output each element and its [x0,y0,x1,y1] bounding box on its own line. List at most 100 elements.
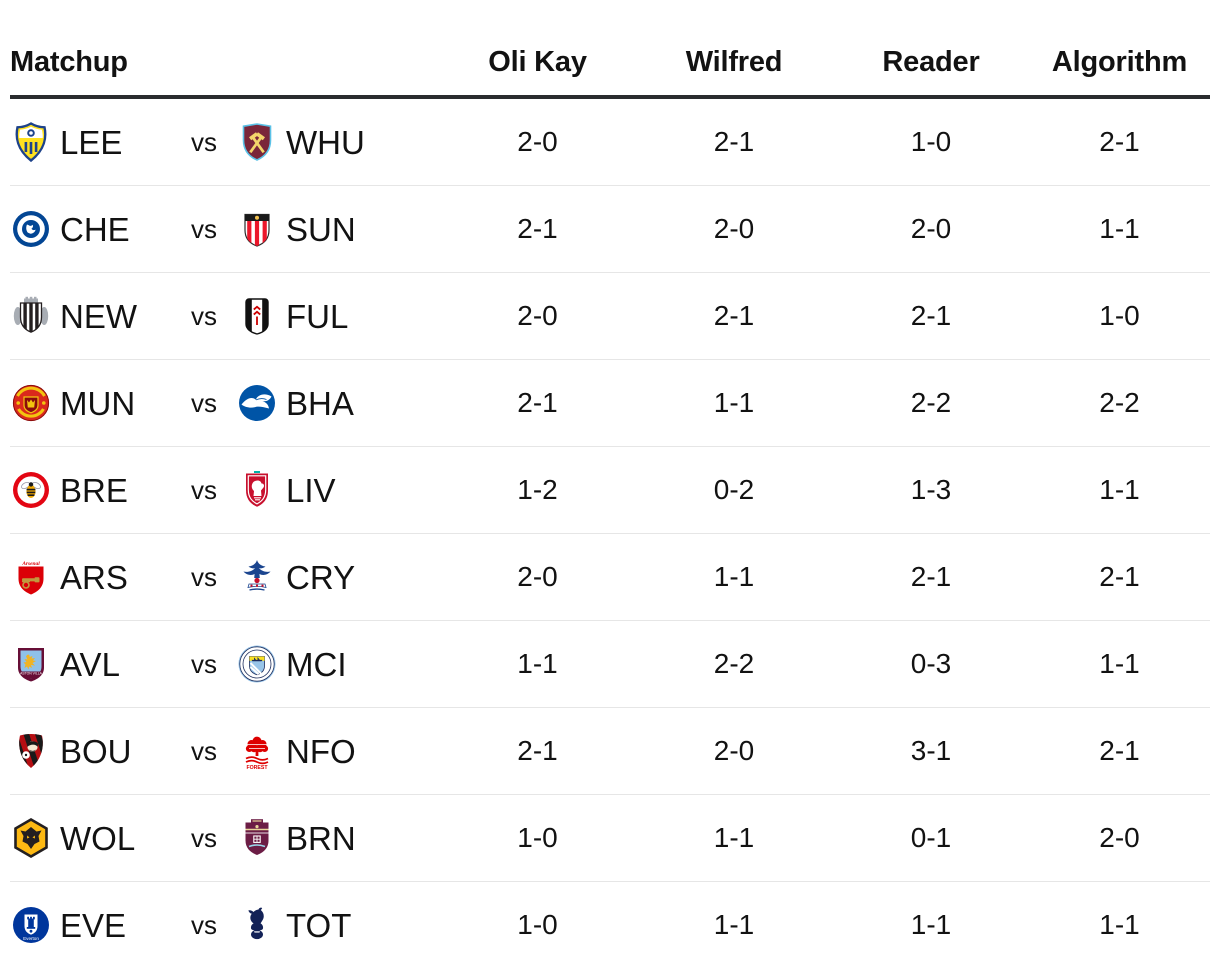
prediction-score: 2-0 [440,97,635,186]
away-team: MCI [237,644,347,684]
column-header-algorithm: Algorithm [1029,0,1210,97]
prediction-score: 2-0 [635,186,833,273]
arsenal-crest-icon: Arsenal [11,557,51,597]
prediction-score: 0-2 [635,447,833,534]
away-team-abbr: WHU [286,126,365,159]
home-team: BRE [11,470,171,510]
matchup: MUN vs BHA [11,383,439,423]
prediction-score: 1-1 [635,795,833,882]
prediction-score: 1-1 [635,360,833,447]
prediction-score: 2-1 [440,360,635,447]
prediction-score: 2-2 [635,621,833,708]
everton-crest-icon: Everton [11,905,51,945]
away-team-abbr: SUN [286,213,356,246]
vs-label: vs [171,823,237,854]
west-ham-crest-icon [237,122,277,162]
prediction-score: 0-3 [833,621,1029,708]
matchup-cell: WOL vs BRN [10,795,440,882]
prediction-score: 1-1 [833,882,1029,968]
home-team: Everton EVE [11,905,171,945]
matchup-cell: Everton EVE vs TOT [10,882,440,968]
home-team-abbr: MUN [60,387,135,420]
prediction-score: 2-1 [833,273,1029,360]
prediction-score: 1-0 [1029,273,1210,360]
prediction-score: 1-1 [635,534,833,621]
prediction-score: 2-1 [1029,534,1210,621]
home-team-abbr: NEW [60,300,137,333]
prediction-score: 1-0 [440,882,635,968]
home-team-abbr: AVL [60,648,120,681]
prediction-score: 1-0 [833,97,1029,186]
crystal-palace-crest-icon [237,557,277,597]
prediction-score: 1-0 [440,795,635,882]
vs-label: vs [171,562,237,593]
vs-label: vs [171,649,237,680]
vs-label: vs [171,388,237,419]
away-team-abbr: FUL [286,300,348,333]
away-team: BRN [237,818,356,858]
away-team: BHA [237,383,354,423]
column-header-oli-kay: Oli Kay [440,0,635,97]
vs-label: vs [171,475,237,506]
predictions-table: Matchup Oli Kay Wilfred Reader Algorithm… [10,0,1210,968]
prediction-score: 1-1 [1029,882,1210,968]
away-team-abbr: BHA [286,387,354,420]
table-header-row: Matchup Oli Kay Wilfred Reader Algorithm [10,0,1210,97]
away-team-abbr: LIV [286,474,336,507]
matchup: Everton EVE vs TOT [11,905,439,945]
sunderland-crest-icon [237,209,277,249]
home-team: MUN [11,383,171,423]
home-team-abbr: ARS [60,561,128,594]
tottenham-crest-icon [237,905,277,945]
prediction-score: 1-2 [440,447,635,534]
away-team-abbr: CRY [286,561,355,594]
home-team: WOL [11,818,171,858]
prediction-score: 2-0 [635,708,833,795]
fulham-crest-icon [237,296,277,336]
away-team-abbr: BRN [286,822,356,855]
prediction-score: 2-1 [440,708,635,795]
brighton-crest-icon [237,383,277,423]
home-team: Arsenal ARS [11,557,171,597]
nottingham-forest-crest-icon: FOREST [237,731,277,771]
prediction-score: 2-1 [635,97,833,186]
bournemouth-crest-icon [11,731,51,771]
prediction-score: 1-1 [1029,186,1210,273]
prediction-score: 2-1 [833,534,1029,621]
man-united-crest-icon [11,383,51,423]
prediction-score: 1-1 [1029,621,1210,708]
wolves-crest-icon [11,818,51,858]
column-header-wilfred: Wilfred [635,0,833,97]
matchup: WOL vs BRN [11,818,439,858]
away-team: CRY [237,557,355,597]
away-team: TOT [237,905,351,945]
vs-label: vs [171,214,237,245]
leeds-united-crest-icon [11,122,51,162]
svg-text:Everton: Everton [23,936,39,941]
home-team: CHE [11,209,171,249]
home-team-abbr: WOL [60,822,135,855]
home-team-abbr: EVE [60,909,126,942]
vs-label: vs [171,910,237,941]
home-team: BOU [11,731,171,771]
